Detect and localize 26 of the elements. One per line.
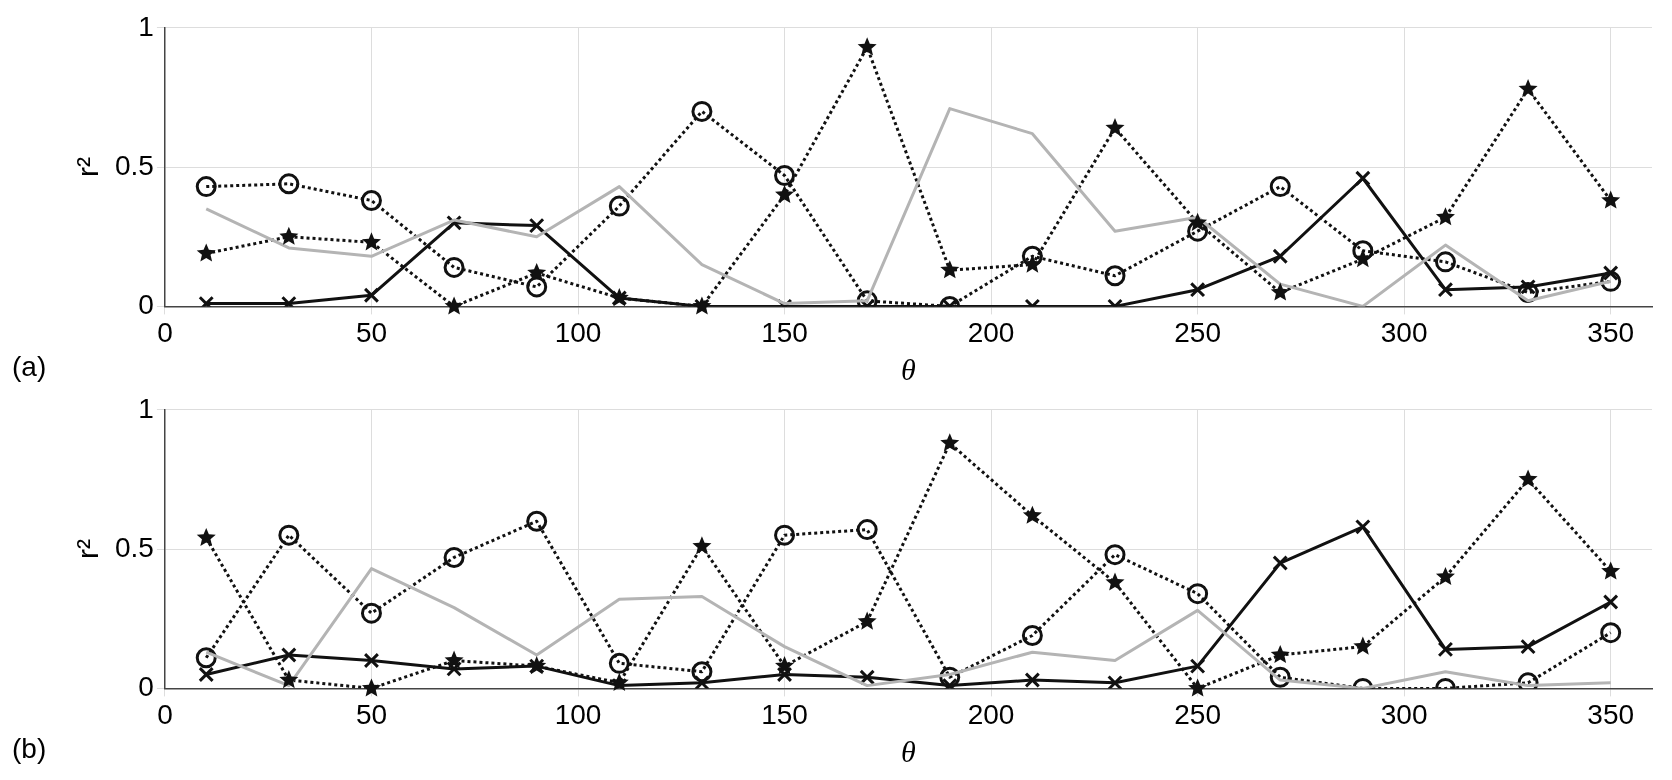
x-tick-label: 100 bbox=[554, 316, 602, 348]
x-tick-label: 50 bbox=[355, 316, 388, 348]
x-axis-title: θ bbox=[901, 734, 917, 768]
y-axis-title: r² bbox=[71, 539, 105, 560]
y-tick-label: 1 bbox=[138, 392, 154, 424]
y-tick-label: 0 bbox=[138, 289, 154, 321]
y-tick-label: 0 bbox=[138, 671, 154, 703]
x-tick-label: 300 bbox=[1380, 698, 1428, 730]
x-tick-label: 250 bbox=[1174, 698, 1221, 730]
x-tick-label: 350 bbox=[1587, 698, 1635, 730]
x-tick-label: 150 bbox=[761, 316, 808, 348]
x-tick-label: 350 bbox=[1587, 316, 1635, 348]
x-tick-label: 50 bbox=[355, 698, 388, 730]
x-tick-label: 300 bbox=[1380, 316, 1428, 348]
x-tick-label: 200 bbox=[967, 316, 1015, 348]
y-axis-title: r² bbox=[71, 157, 105, 178]
x-tick-label: 100 bbox=[554, 698, 602, 730]
x-tick-label: 150 bbox=[761, 698, 808, 730]
text: (a) bbox=[12, 350, 47, 382]
x-tick-label: 250 bbox=[1174, 316, 1221, 348]
x-axis-title: θ bbox=[901, 352, 917, 386]
y-tick-label: 0.5 bbox=[114, 149, 154, 181]
x-tick-label: 200 bbox=[967, 698, 1015, 730]
y-tick-label: 1 bbox=[138, 10, 154, 42]
text: (b) bbox=[12, 732, 47, 764]
y-tick-label: 0.5 bbox=[114, 531, 154, 563]
